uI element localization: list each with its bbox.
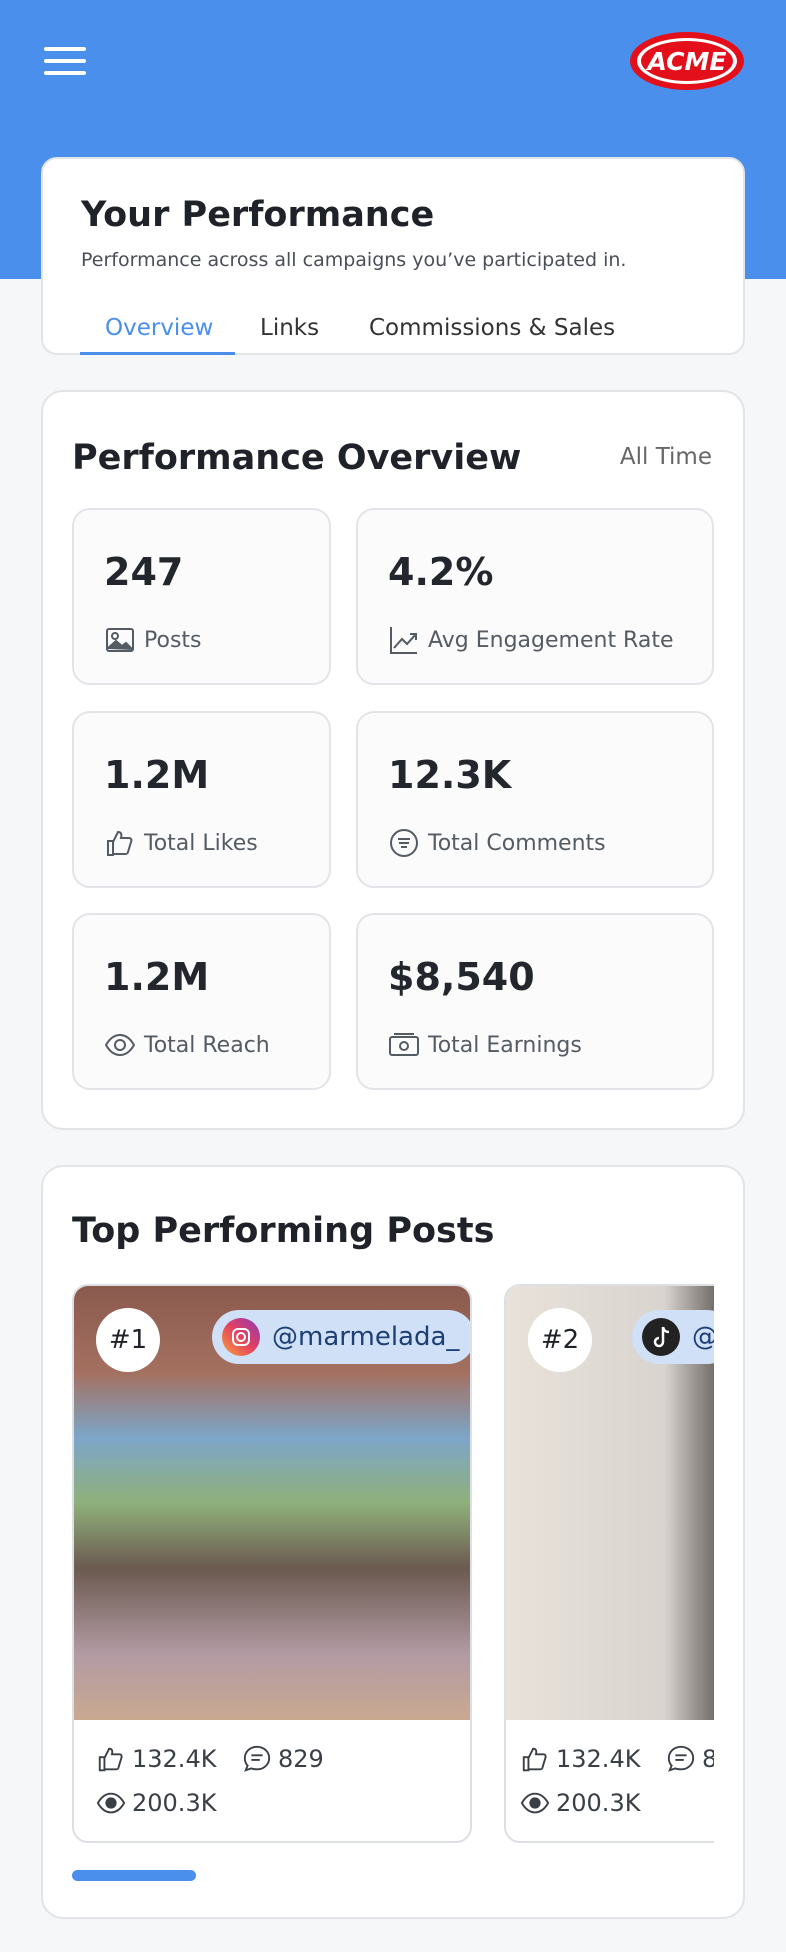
- handle: @marmelada_: [272, 1322, 460, 1352]
- logo[interactable]: ACME: [628, 30, 746, 92]
- stat-card: 247 Posts: [72, 508, 331, 685]
- likes-count: 132.4K: [556, 1745, 641, 1773]
- icon: [389, 1033, 419, 1056]
- scroll-indicator: [72, 1870, 196, 1881]
- icon: [107, 830, 133, 856]
- stat-card: 1.2M Total Reach: [72, 913, 331, 1090]
- tab[interactable]: Links: [260, 315, 320, 341]
- likes: 132.4K: [96, 1744, 216, 1774]
- logo-text: ACME: [646, 47, 727, 76]
- stat-label: Total Comments: [428, 830, 606, 856]
- menu-button[interactable]: [44, 46, 86, 76]
- stat-label: Total Earnings: [428, 1032, 582, 1058]
- views-count: 200.3K: [132, 1789, 217, 1817]
- comments-count: 8: [702, 1745, 714, 1773]
- comments-count: 829: [278, 1745, 324, 1773]
- stat-value: 4.2%: [388, 550, 494, 594]
- views: 200.3K: [520, 1788, 640, 1818]
- stat-value: 1.2M: [104, 753, 210, 797]
- stat-label: Avg Engagement Rate: [428, 627, 674, 653]
- stat-label: Total Likes: [144, 830, 258, 856]
- intro-card: Your Performance Performance across all …: [41, 157, 745, 355]
- stat-label: Total Reach: [144, 1032, 270, 1058]
- icon: [104, 1033, 136, 1057]
- rank-badge: #1: [96, 1308, 160, 1372]
- period-filter[interactable]: All Time: [619, 444, 712, 470]
- post-card[interactable]: #2 @ 132.4K 8 200.3K: [504, 1284, 714, 1843]
- stat-card: 12.3K Total Comments: [356, 711, 714, 888]
- rank-badge: #2: [528, 1308, 592, 1372]
- stat-value: 247: [104, 550, 184, 594]
- stat-value: $8,540: [388, 955, 535, 999]
- handle-pill[interactable]: @: [632, 1310, 714, 1364]
- icon: [106, 628, 134, 652]
- post-card[interactable]: #1 @marmelada_ 132.4K 829 200.3K: [72, 1284, 472, 1843]
- stat-value: 1.2M: [104, 955, 210, 999]
- stat-label: Posts: [144, 627, 202, 653]
- instagram-icon: [222, 1318, 260, 1356]
- handle-pill[interactable]: @marmelada_: [212, 1310, 470, 1364]
- tiktok-icon: [642, 1318, 680, 1356]
- likes: 132.4K: [520, 1744, 640, 1774]
- likes-count: 132.4K: [132, 1745, 217, 1773]
- tab[interactable]: Commissions & Sales: [369, 315, 616, 341]
- tab-indicator: [80, 352, 235, 355]
- tab[interactable]: Overview: [105, 315, 214, 341]
- stat-value: 12.3K: [388, 753, 512, 797]
- stat-card: 1.2M Total Likes: [72, 711, 331, 888]
- page-title: Your Performance: [81, 195, 435, 235]
- icon: [390, 627, 417, 654]
- section-title: Performance Overview: [72, 438, 522, 478]
- stat-card: 4.2% Avg Engagement Rate: [356, 508, 714, 685]
- comments: 829: [242, 1744, 324, 1774]
- views-count: 200.3K: [556, 1789, 641, 1817]
- icon: [390, 829, 418, 857]
- page-subtitle: Performance across all campaigns you’ve …: [81, 249, 627, 271]
- stat-card: $8,540 Total Earnings: [356, 913, 714, 1090]
- handle: @: [692, 1322, 714, 1352]
- views: 200.3K: [96, 1788, 216, 1818]
- section-title: Top Performing Posts: [72, 1211, 495, 1251]
- posts-carousel: #1 @marmelada_ 132.4K 829 200.3K #2 @ 13…: [72, 1260, 714, 1860]
- comments: 8: [666, 1744, 714, 1774]
